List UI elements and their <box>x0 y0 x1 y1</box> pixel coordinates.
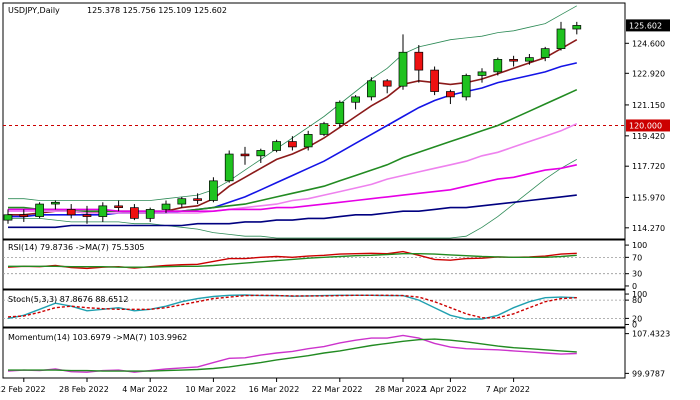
price-panel-frame <box>2 2 626 240</box>
stoch-panel-frame <box>2 289 626 328</box>
indicator-tick-label: 100 <box>632 290 647 299</box>
candle-body <box>209 180 218 201</box>
candle-body <box>335 101 345 125</box>
candle-body <box>82 214 92 217</box>
date-tick-label: 28 Mar 2022 <box>375 385 426 394</box>
indicator-tick-label: 0 <box>632 282 637 291</box>
indicator-tick-label: 80 <box>632 296 642 305</box>
candle-body <box>66 209 76 216</box>
price-tick-label: 115.970 <box>632 193 665 202</box>
candle-body <box>303 134 313 148</box>
candle-body <box>272 141 281 151</box>
price-tick-label: 119.420 <box>632 132 665 141</box>
last-price-badge <box>626 19 670 32</box>
price-tick-label: 114.270 <box>632 224 665 233</box>
candle-body <box>477 71 487 76</box>
date-tick-label: 22 Feb 2022 <box>0 385 46 394</box>
candle-body <box>35 203 44 217</box>
candle-body <box>114 205 123 208</box>
price-tick-label: 117.720 <box>632 162 665 171</box>
momentum-panel-frame <box>2 327 626 379</box>
indicator-tick-label: 99.9787 <box>632 369 665 378</box>
candle-body <box>51 201 60 205</box>
last-price-label: 125.602 <box>629 21 662 30</box>
date-tick-label: 16 Mar 2022 <box>249 385 300 394</box>
candle-body <box>224 153 234 182</box>
indicator-tick-label: 30 <box>632 270 642 279</box>
candle-body <box>351 96 360 103</box>
candle-body <box>288 141 297 148</box>
candle-body <box>19 214 29 217</box>
price-tick-label: 121.150 <box>632 101 665 110</box>
date-tick-label: 7 Apr 2022 <box>486 385 530 394</box>
candle-body <box>461 75 471 98</box>
level-label: 120.000 <box>629 121 662 130</box>
date-tick-label: 1 Apr 2022 <box>422 385 466 394</box>
indicator-tick-label: 70 <box>632 253 642 262</box>
candle-body <box>398 51 408 87</box>
indicator-series-line-1 <box>8 338 577 372</box>
candle-body <box>556 28 566 50</box>
candle-body <box>177 198 187 205</box>
momentum-label: Momentum(14) 103.6979 ->MA(7) 103.9962 <box>8 333 187 342</box>
indicator-series-line-1 <box>7 294 577 319</box>
rsi-panel-frame <box>2 239 626 290</box>
price-title: USDJPY,Daily <box>8 6 60 15</box>
candle-body <box>414 51 424 71</box>
candle-body <box>446 91 455 98</box>
candle-body <box>3 214 13 221</box>
price-tick-label: 124.600 <box>632 39 665 48</box>
level-badge <box>626 119 670 132</box>
indicator-tick-label: 20 <box>632 314 642 323</box>
date-tick-label: 4 Mar 2022 <box>122 385 168 394</box>
indicator-tick-label: 107.4323 <box>632 330 670 339</box>
candle-body <box>493 59 503 73</box>
candle-body <box>130 207 139 219</box>
date-tick-label: 28 Feb 2022 <box>59 385 109 394</box>
candle-body <box>256 150 266 157</box>
ohlc-header: 125.378 125.756 125.109 125.602 <box>87 6 227 15</box>
candle-body <box>240 153 250 157</box>
stoch-label: Stoch(5,3,3) 87.8676 88.6512 <box>8 295 128 304</box>
candle-body <box>540 48 550 58</box>
date-tick-label: 22 Mar 2022 <box>312 385 363 394</box>
candle-body <box>430 69 439 92</box>
indicator-series-line-1 <box>8 252 577 268</box>
candle-body <box>319 123 329 135</box>
candle-body <box>98 205 108 217</box>
candle-body <box>509 59 518 62</box>
candle-body <box>382 80 392 87</box>
candle-body <box>193 198 202 201</box>
candle-body <box>367 80 376 98</box>
moving-average-line-5 <box>8 194 577 229</box>
candle-body <box>145 209 155 219</box>
candle-body <box>572 25 582 30</box>
candle-body <box>525 57 534 62</box>
rsi-label: RSI(14) 79.8736 ->MA(7) 75.5305 <box>8 243 145 252</box>
indicator-tick-label: 100 <box>632 241 647 250</box>
indicator-tick-label: 0 <box>632 320 637 329</box>
date-tick-label: 10 Mar 2022 <box>185 385 236 394</box>
candle-body <box>161 203 171 210</box>
price-tick-label: 122.920 <box>632 69 665 78</box>
